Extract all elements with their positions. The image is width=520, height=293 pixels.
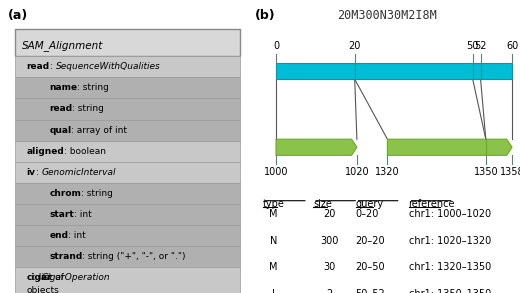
Text: 60: 60: [506, 41, 518, 51]
Text: 30: 30: [323, 262, 335, 272]
Polygon shape: [387, 139, 512, 155]
Text: 0: 0: [273, 41, 279, 51]
Text: 1350: 1350: [474, 167, 498, 177]
Text: strand: strand: [49, 252, 83, 261]
Text: 50: 50: [466, 41, 479, 51]
Text: 1020: 1020: [345, 167, 369, 177]
Text: 1358: 1358: [500, 167, 520, 177]
FancyBboxPatch shape: [15, 225, 240, 246]
Text: : array of int: : array of int: [71, 126, 127, 134]
Text: 52: 52: [474, 41, 487, 51]
Text: :: :: [50, 62, 56, 71]
Text: chr1: 1000–1020: chr1: 1000–1020: [409, 209, 491, 219]
Text: read: read: [49, 105, 72, 113]
FancyBboxPatch shape: [15, 162, 240, 183]
Text: chr1: 1020–1320: chr1: 1020–1320: [409, 236, 491, 246]
Text: N: N: [270, 236, 277, 246]
FancyBboxPatch shape: [15, 56, 240, 77]
Text: reference: reference: [409, 199, 455, 209]
Text: chrom: chrom: [49, 189, 81, 198]
Text: start: start: [49, 210, 74, 219]
Text: 20: 20: [323, 209, 335, 219]
Text: CigarOperation: CigarOperation: [41, 273, 110, 282]
FancyBboxPatch shape: [15, 246, 240, 267]
Text: read: read: [27, 62, 50, 71]
Text: 20–50: 20–50: [356, 262, 385, 272]
Text: M: M: [269, 209, 278, 219]
FancyBboxPatch shape: [15, 267, 240, 293]
Text: SequenceWithQualities: SequenceWithQualities: [56, 62, 160, 71]
Text: 50–52: 50–52: [356, 289, 385, 293]
FancyBboxPatch shape: [15, 77, 240, 98]
Text: 1320: 1320: [375, 167, 400, 177]
Text: cigar: cigar: [27, 273, 52, 282]
FancyBboxPatch shape: [15, 98, 240, 120]
Polygon shape: [276, 139, 357, 155]
Text: name: name: [49, 84, 77, 92]
Text: 300: 300: [320, 236, 338, 246]
Text: qual: qual: [49, 126, 71, 134]
Text: (a): (a): [8, 9, 28, 22]
Text: 20: 20: [348, 41, 361, 51]
FancyBboxPatch shape: [15, 183, 240, 204]
FancyBboxPatch shape: [276, 63, 512, 79]
Text: 0–20: 0–20: [356, 209, 379, 219]
Text: M: M: [269, 262, 278, 272]
Text: SAM_Alignment: SAM_Alignment: [22, 40, 103, 51]
Text: : int: : int: [68, 231, 86, 240]
Text: 2: 2: [326, 289, 332, 293]
Text: 1000: 1000: [264, 167, 288, 177]
Text: : list of: : list of: [33, 273, 67, 282]
Text: 20M300N30M2I8M: 20M300N30M2I8M: [337, 9, 437, 22]
Text: size: size: [313, 199, 332, 209]
Text: GenomicInterval: GenomicInterval: [42, 168, 116, 177]
Text: aligned: aligned: [27, 147, 64, 156]
Text: I: I: [272, 289, 275, 293]
Text: :: :: [36, 168, 42, 177]
Text: chr1: 1350–1350: chr1: 1350–1350: [409, 289, 491, 293]
Text: type: type: [263, 199, 284, 209]
Text: : boolean: : boolean: [64, 147, 107, 156]
Text: : string: : string: [81, 189, 113, 198]
Text: : int: : int: [74, 210, 92, 219]
Text: 20–20: 20–20: [356, 236, 385, 246]
Text: chr1: 1320–1350: chr1: 1320–1350: [409, 262, 491, 272]
Text: (b): (b): [255, 9, 276, 22]
FancyBboxPatch shape: [15, 204, 240, 225]
Text: query: query: [356, 199, 384, 209]
Text: end: end: [49, 231, 68, 240]
Text: : string ("+", "-", or "."): : string ("+", "-", or "."): [83, 252, 186, 261]
Text: : string: : string: [72, 105, 104, 113]
Text: : string: : string: [77, 84, 109, 92]
Text: iv: iv: [27, 168, 36, 177]
FancyBboxPatch shape: [15, 120, 240, 141]
FancyBboxPatch shape: [15, 141, 240, 162]
Text: objects: objects: [27, 287, 59, 293]
FancyBboxPatch shape: [15, 29, 240, 56]
